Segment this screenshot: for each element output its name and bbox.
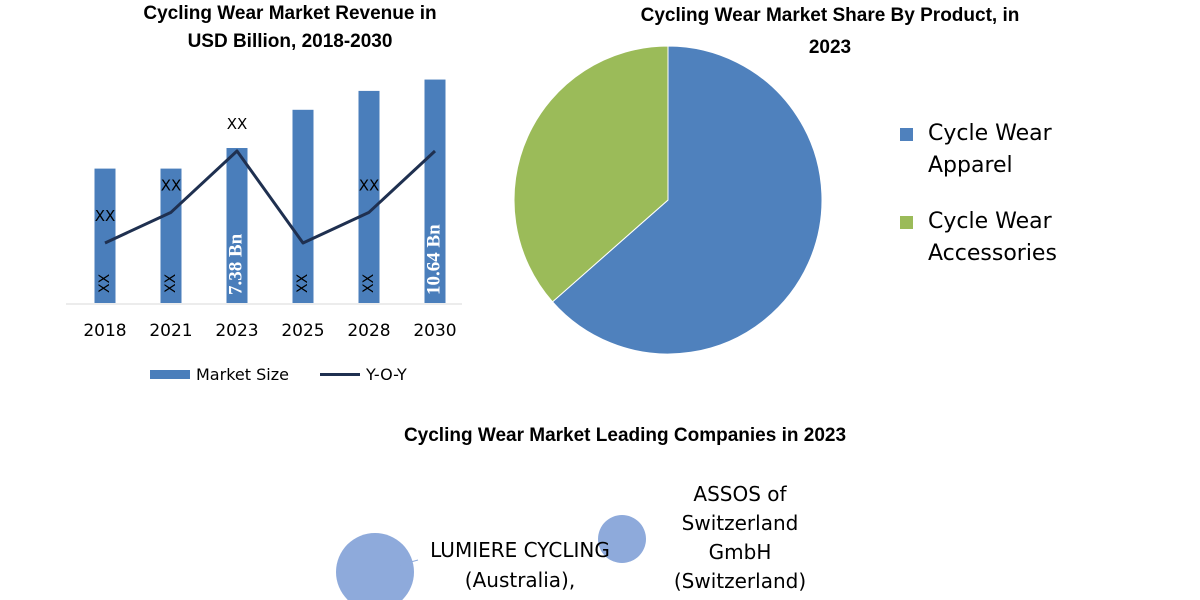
companies-bubble-chart bbox=[336, 515, 646, 600]
bar-label-2030: 10.64 Bn bbox=[423, 224, 444, 295]
yoy-legend-label: Y-O-Y bbox=[366, 365, 407, 384]
bar-chart-title: Cycling Wear Market Revenue in USD Billi… bbox=[60, 0, 520, 56]
yoy-line bbox=[104, 149, 437, 245]
bar-label-2018: XX bbox=[97, 273, 113, 293]
bar-2025 bbox=[292, 109, 314, 303]
x-tick-2021: 2021 bbox=[149, 321, 192, 341]
companies-title-text: Cycling Wear Market Leading Companies in… bbox=[403, 425, 847, 446]
yoy-point-label-2028: XX bbox=[359, 176, 380, 194]
assos-label-line-2: Switzerland bbox=[681, 511, 799, 535]
bar-chart-title-line-2: USD Billion, 2018-2030 bbox=[187, 31, 393, 52]
pie-slice-0 bbox=[551, 45, 823, 355]
yoy-point-label-2018: XX bbox=[95, 207, 116, 225]
bar-2028 bbox=[358, 90, 380, 304]
accessories-legend-label-line-2: Accessories bbox=[928, 241, 1057, 266]
assos-bubble bbox=[598, 515, 646, 563]
assos-label: ASSOS of Switzerland GmbH (Switzerland) bbox=[650, 480, 830, 596]
market-size-legend-swatch bbox=[150, 370, 190, 379]
pie-chart-title-line-1: Cycling Wear Market Share By Product, in bbox=[640, 5, 1020, 26]
bar-2030 bbox=[424, 79, 446, 303]
bar-label-2028: XX bbox=[361, 273, 377, 293]
lumiere-cycling-label: LUMIERE CYCLING (Australia), bbox=[415, 535, 625, 595]
bar-2018 bbox=[94, 168, 116, 303]
bar-label-2021: XX bbox=[163, 273, 179, 293]
x-tick-2028: 2028 bbox=[347, 321, 390, 341]
lumiere-cycling-label-line-1: LUMIERE CYCLING bbox=[430, 538, 610, 562]
bar-chart-title-line-1: Cycling Wear Market Revenue in bbox=[143, 3, 437, 24]
assos-label-line-4: (Switzerland) bbox=[673, 569, 807, 593]
pie-chart-title: Cycling Wear Market Share By Product, in… bbox=[570, 0, 1090, 64]
companies-title: Cycling Wear Market Leading Companies in… bbox=[300, 422, 950, 450]
market-size-legend-label: Market Size bbox=[196, 365, 289, 384]
apparel-legend-label-line-2: Apparel bbox=[928, 153, 1013, 178]
lumiere-cycling-leader-line bbox=[374, 559, 419, 573]
apparel-legend-label-line-1: Cycle Wear bbox=[928, 121, 1052, 146]
bar-label-2023: 7.38 Bn bbox=[225, 233, 246, 295]
pie-chart-legend: Cycle Wear Apparel Cycle Wear Accessorie… bbox=[900, 118, 1160, 278]
bar-2023 bbox=[226, 148, 248, 303]
x-tick-2025: 2025 bbox=[281, 321, 324, 341]
pie-slice-1 bbox=[513, 45, 669, 303]
bar-label-2025: XX bbox=[295, 273, 311, 293]
bar-chart: XX 2018 XX 2021 7.38 Bn 2023 XX 2025 XX 2028 10.64… bbox=[66, 79, 462, 341]
lumiere-cycling-bubble bbox=[336, 533, 414, 600]
x-tick-2018: 2018 bbox=[83, 321, 126, 341]
x-tick-2030: 2030 bbox=[413, 321, 456, 341]
accessories-legend-swatch bbox=[900, 216, 913, 229]
x-tick-2023: 2023 bbox=[215, 321, 258, 341]
apparel-legend-swatch bbox=[900, 128, 913, 141]
pie-chart bbox=[513, 45, 823, 355]
bar-chart-legend: Market Size Y-O-Y bbox=[150, 365, 470, 385]
yoy-point-label-2023: XX bbox=[227, 115, 248, 133]
assos-label-line-1: ASSOS of bbox=[693, 482, 787, 506]
bar-2021 bbox=[160, 168, 182, 303]
lumiere-cycling-label-line-2: (Australia), bbox=[464, 568, 576, 592]
accessories-legend-label-line-1: Cycle Wear bbox=[928, 209, 1052, 234]
assos-label-line-3: GmbH bbox=[708, 540, 772, 564]
yoy-point-label-2021: XX bbox=[161, 176, 182, 194]
yoy-legend-swatch bbox=[320, 373, 360, 376]
pie-chart-title-line-2: 2023 bbox=[808, 37, 852, 58]
